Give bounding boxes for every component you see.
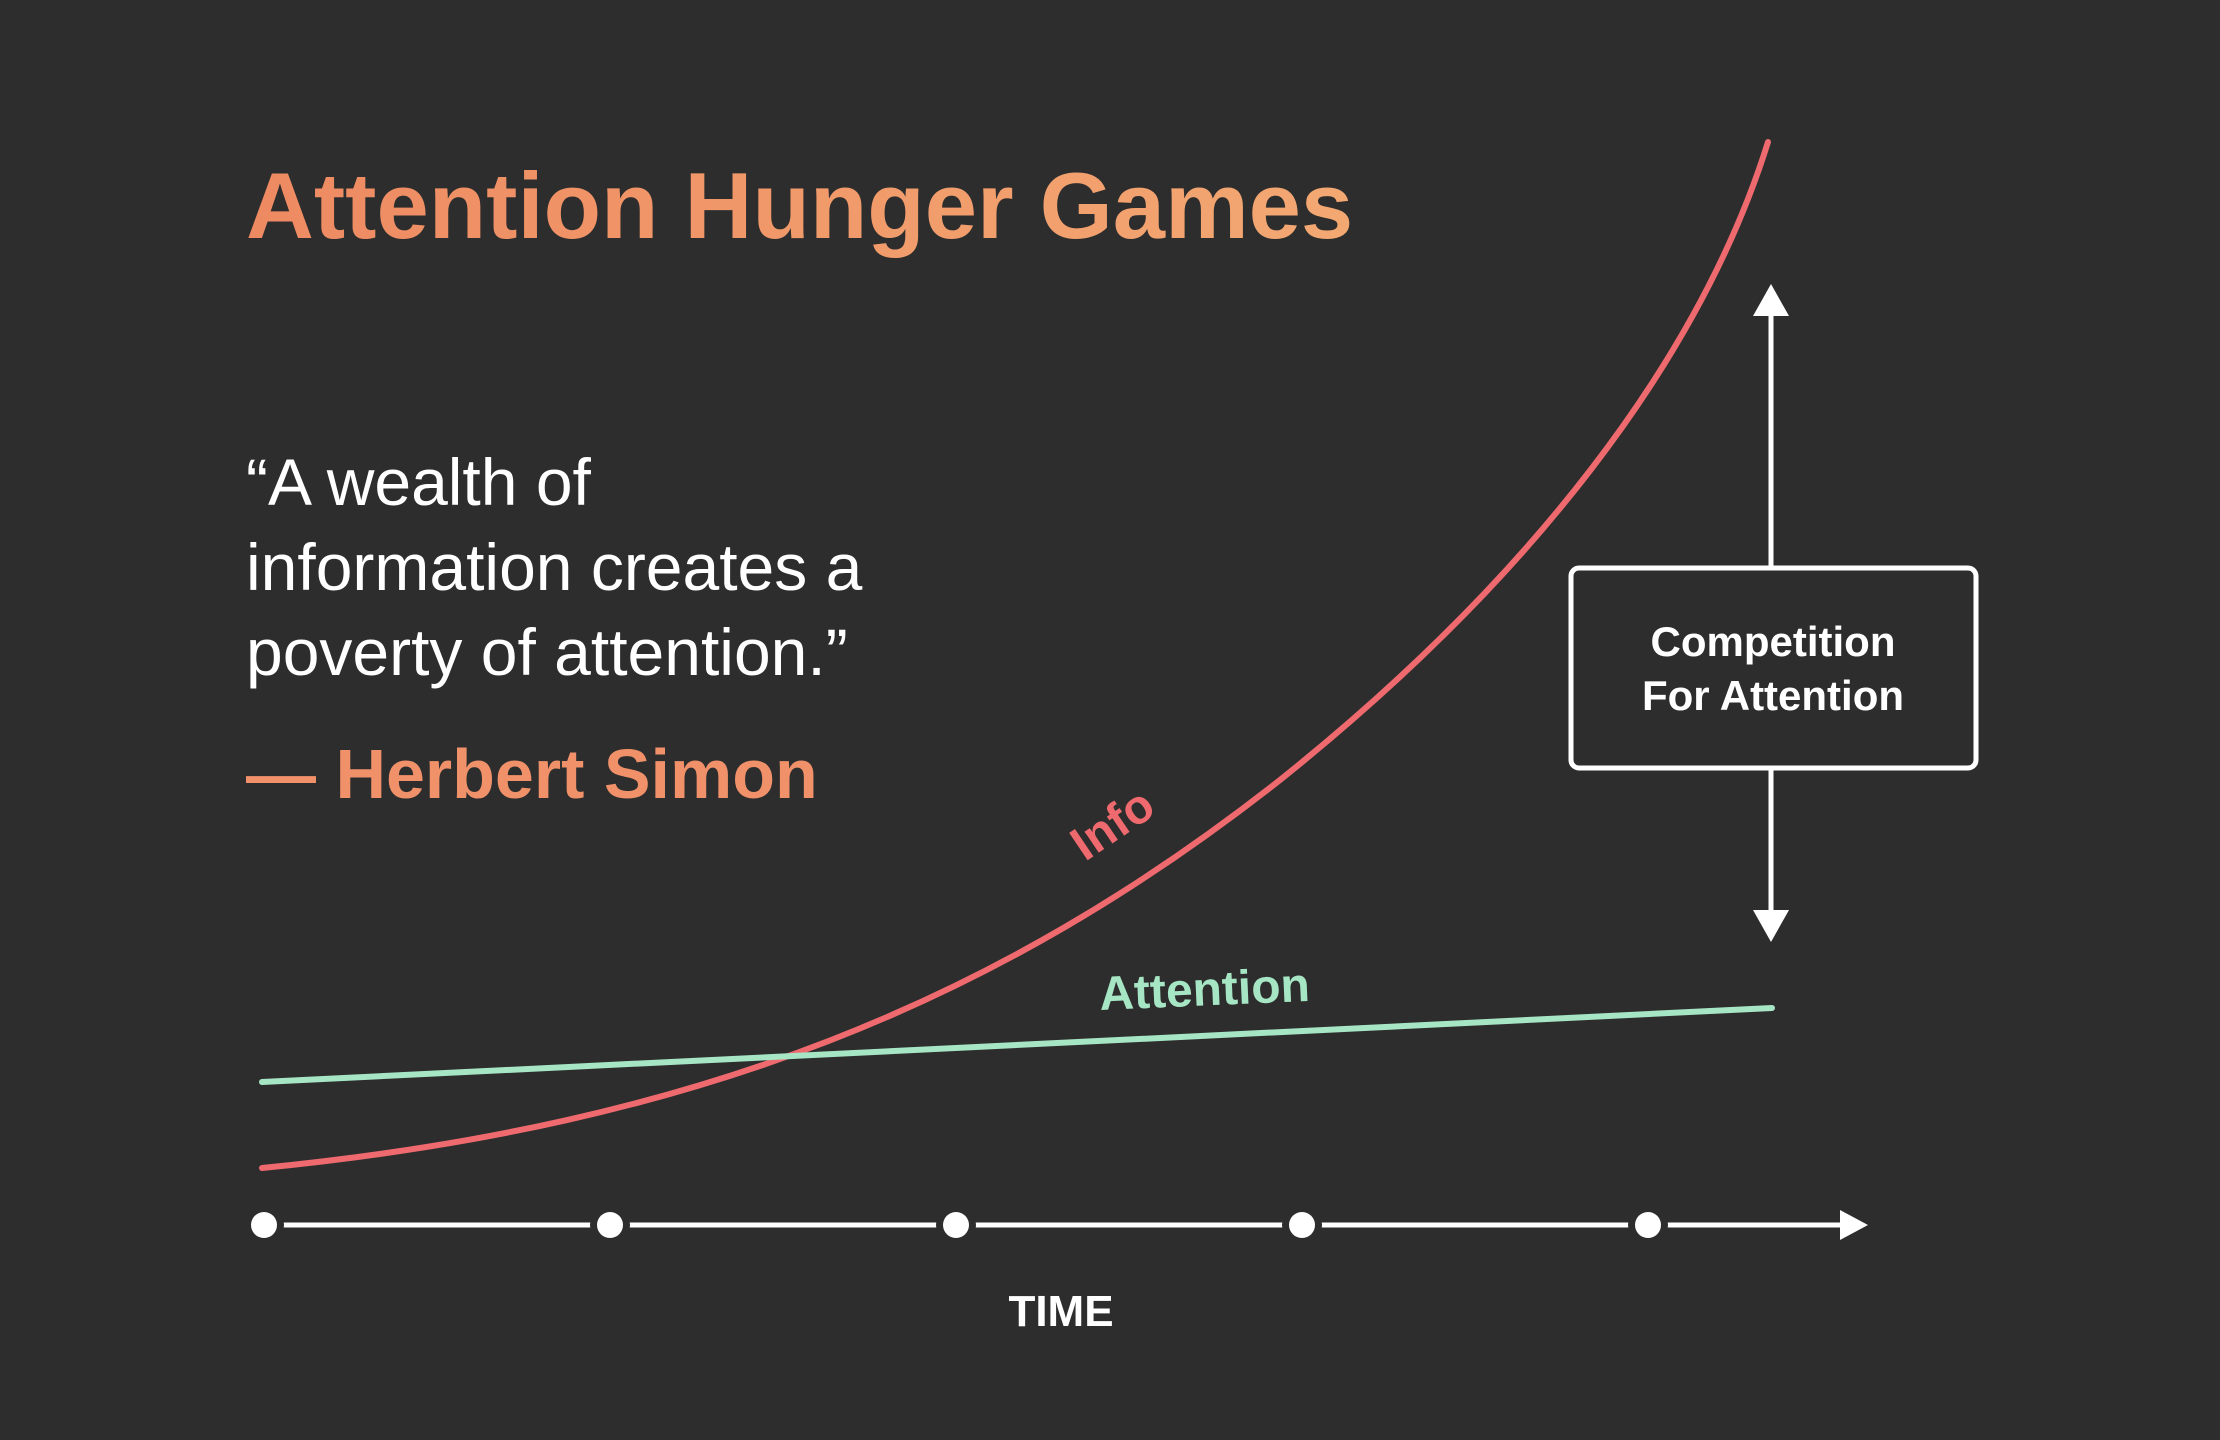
quote-line-2: information creates a — [246, 530, 863, 604]
quote-line-3: poverty of attention.” — [246, 615, 848, 689]
competition-box-line-2: For Attention — [1642, 672, 1904, 719]
time-axis-arrow-icon — [1840, 1210, 1868, 1240]
arrow-up-icon — [1753, 284, 1789, 316]
time-tick-dot — [1289, 1212, 1315, 1238]
attention-line — [259, 1005, 1775, 1085]
time-tick-dot — [597, 1212, 623, 1238]
time-axis-label: TIME — [1008, 1287, 1113, 1336]
arrow-down-icon — [1753, 910, 1789, 942]
time-axis-ticks — [244, 1205, 1668, 1245]
attention-line-label: Attention — [1098, 959, 1311, 1021]
quote-line-1: “A wealth of — [246, 445, 592, 519]
info-curve-label: Info — [1062, 778, 1165, 871]
info-curve — [259, 139, 1771, 1171]
competition-box-line-1: Competition — [1651, 618, 1896, 665]
quote-author: — Herbert Simon — [246, 735, 818, 813]
time-tick-dot — [251, 1212, 277, 1238]
time-tick-dot — [943, 1212, 969, 1238]
competition-box — [1568, 565, 1979, 771]
diagram-title: Attention Hunger Games — [246, 153, 1353, 258]
time-tick-dot — [1635, 1212, 1661, 1238]
